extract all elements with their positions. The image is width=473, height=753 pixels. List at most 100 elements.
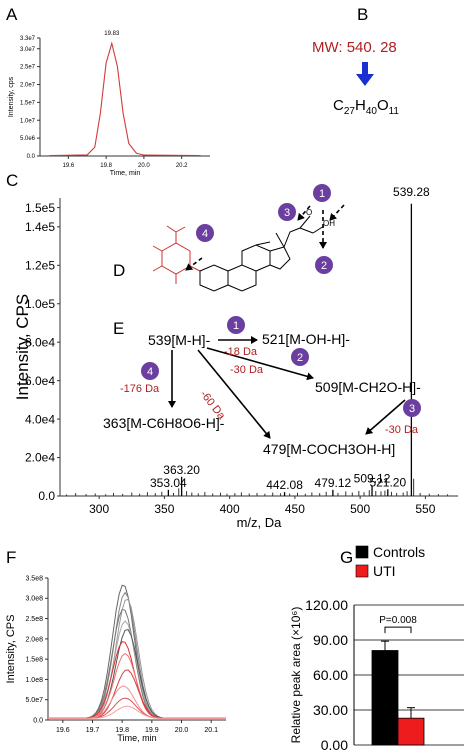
x-tick-label: 20.0 [138,163,150,169]
peak-mz-label: 509.12 [354,471,391,485]
loss-30-a: -30 Da [230,364,264,376]
y-tick-label: 3.0e7 [20,47,36,53]
chromatogram-trace-uti [48,697,226,719]
y-tick-label: 120.00 [305,597,348,613]
peak-label: 19.83 [104,31,120,37]
y-tick-label: 2.5e7 [20,65,36,71]
significance-bracket [384,626,412,634]
panel-e-fragmentation: 539[M-H]- 521[M-OH-H]- 509[M-CH2O-H]- 36… [103,316,421,457]
y-tick-label: 60.00 [313,667,348,683]
svg-text:2: 2 [297,352,303,364]
legend-swatch-controls [355,545,369,559]
y-tick-label: 4.0e4 [25,412,55,426]
panel-b-molecular-info: MW: 540. 28 C27H40O11 [312,39,399,117]
x-tick-label: 20.1 [204,727,218,734]
y-tick-label: 0.0 [27,154,36,160]
e-badge-2-icon: 2 [291,348,309,366]
hydroxyl-label: OH [323,219,335,228]
y-tick-label: 3.0e8 [25,596,43,603]
y-tick-label: 0.00 [321,737,348,753]
chromatogram-trace [49,41,201,157]
x-tick-label: 20.0 [175,727,189,734]
y-tick-label: 5.0e7 [25,697,43,704]
x-tick-label: 350 [154,502,174,516]
bar-uti [397,717,425,746]
x-tick-label: 19.7 [86,727,100,734]
peak-mz-label: 363.20 [163,463,200,477]
x-tick-label: 19.8 [115,727,129,734]
x-tick-label: 400 [220,502,240,516]
peak-mz-label: 442.08 [266,478,303,492]
y-tick-label: 8.0e4 [25,335,55,349]
panel-letter-b: B [357,5,368,24]
chromatogram-trace-uti [48,669,226,719]
panel-d-molecule-structure [152,215,325,292]
panel-letter-a: A [6,5,18,24]
peak-mz-label: 479.12 [315,476,352,490]
y-axis-label: Relative peak area (×10⁶) [289,607,303,744]
y-axis-label: Intensity, CPS [5,615,17,684]
svg-text:2: 2 [321,260,327,272]
badge-1-icon: 1 [313,184,331,202]
panel-letter-d: D [113,261,125,280]
y-axis-label: Intensity, cps [8,76,15,117]
badge-3-icon: 3 [278,203,296,221]
x-axis-label: Time, min [117,733,156,743]
loss-30-b: -30 Da [385,424,419,436]
chromatogram-trace-uti [48,685,226,719]
y-tick-label: 6.0e4 [25,374,55,388]
chart-f-overlaid-chromatograms: 0.0 5.0e7 1.0e8 1.5e8 2.0e8 2.5e8 3.0e8 3.5e8 19… [5,575,226,743]
peak-mz-label: 353.04 [150,476,187,490]
x-tick-label: 500 [350,502,370,516]
y-axis-label: Intensity, CPS [13,294,32,400]
y-tick-label: 1.0e8 [25,677,43,684]
peak-mz-label: 539.28 [393,185,430,199]
x-tick-label: 19.9 [145,727,159,734]
y-tick-label: 1.2e5 [25,258,55,272]
y-tick-label: 0.0 [33,717,43,724]
x-axis-label: m/z, Da [237,515,283,530]
x-tick-label: 20.2 [176,163,188,169]
panel-d-cleavage-arrows [185,204,345,271]
badge-4-icon: 4 [196,224,214,242]
chart-c-ms-spectrum: 0.0 2.0e4 4.0e4 6.0e4 8.0e4 1.0e5 1.2e5 1.4e5 1.… [13,185,458,530]
down-arrow-icon [356,62,374,86]
y-tick-label: 1.5e7 [20,100,36,106]
bar-controls [371,650,399,746]
carbonyl-oxygen-label: O [306,208,312,217]
ion-521: 521[M-OH-H]- [262,331,350,347]
peak-mz-label: 521.20 [369,475,406,489]
panel-letter-e: E [113,319,124,338]
loss-176: -176 Da [120,383,160,395]
x-axis-label: Time, min [110,170,141,177]
y-tick-label: 1.5e8 [25,657,43,664]
x-tick-label: 450 [285,502,305,516]
y-tick-label: 1.4e5 [25,220,55,234]
y-tick-label: 5.0e6 [20,136,36,142]
loss-18: -18 Da [224,346,258,358]
y-tick-label: 2.5e8 [25,616,43,623]
molecular-formula: C27H40O11 [333,97,399,117]
x-tick-label: 300 [89,502,109,516]
y-tick-label: 2.0e8 [25,636,43,643]
x-tick-label: 550 [415,502,435,516]
e-badge-3-icon: 3 [403,399,421,417]
e-badge-4-icon: 4 [141,362,159,380]
chromatogram-trace-uti [48,705,226,719]
svg-text:4: 4 [147,366,153,378]
x-tick-label: 19.8 [100,163,112,169]
x-tick-label: 19.6 [62,163,74,169]
e-badge-1-icon: 1 [227,316,245,334]
y-tick-label: 3.3e7 [20,36,36,42]
molecular-weight: MW: 540. 28 [312,39,397,56]
chart-a-chromatogram: 0.0 5.0e6 1.0e7 1.5e7 2.0e7 2.5e7 3.0e7 3.3e7 19… [8,31,210,177]
panel-letter-c: C [6,171,18,190]
panel-d-labels: OH O [306,208,335,228]
svg-text:4: 4 [202,228,208,240]
legend-swatch-uti [355,564,369,578]
panel-letter-g: G [340,548,353,567]
y-tick-label: 1.0e5 [25,297,55,311]
y-tick-label: 3.5e8 [25,575,43,582]
y-tick-label: 0.0 [38,489,55,503]
